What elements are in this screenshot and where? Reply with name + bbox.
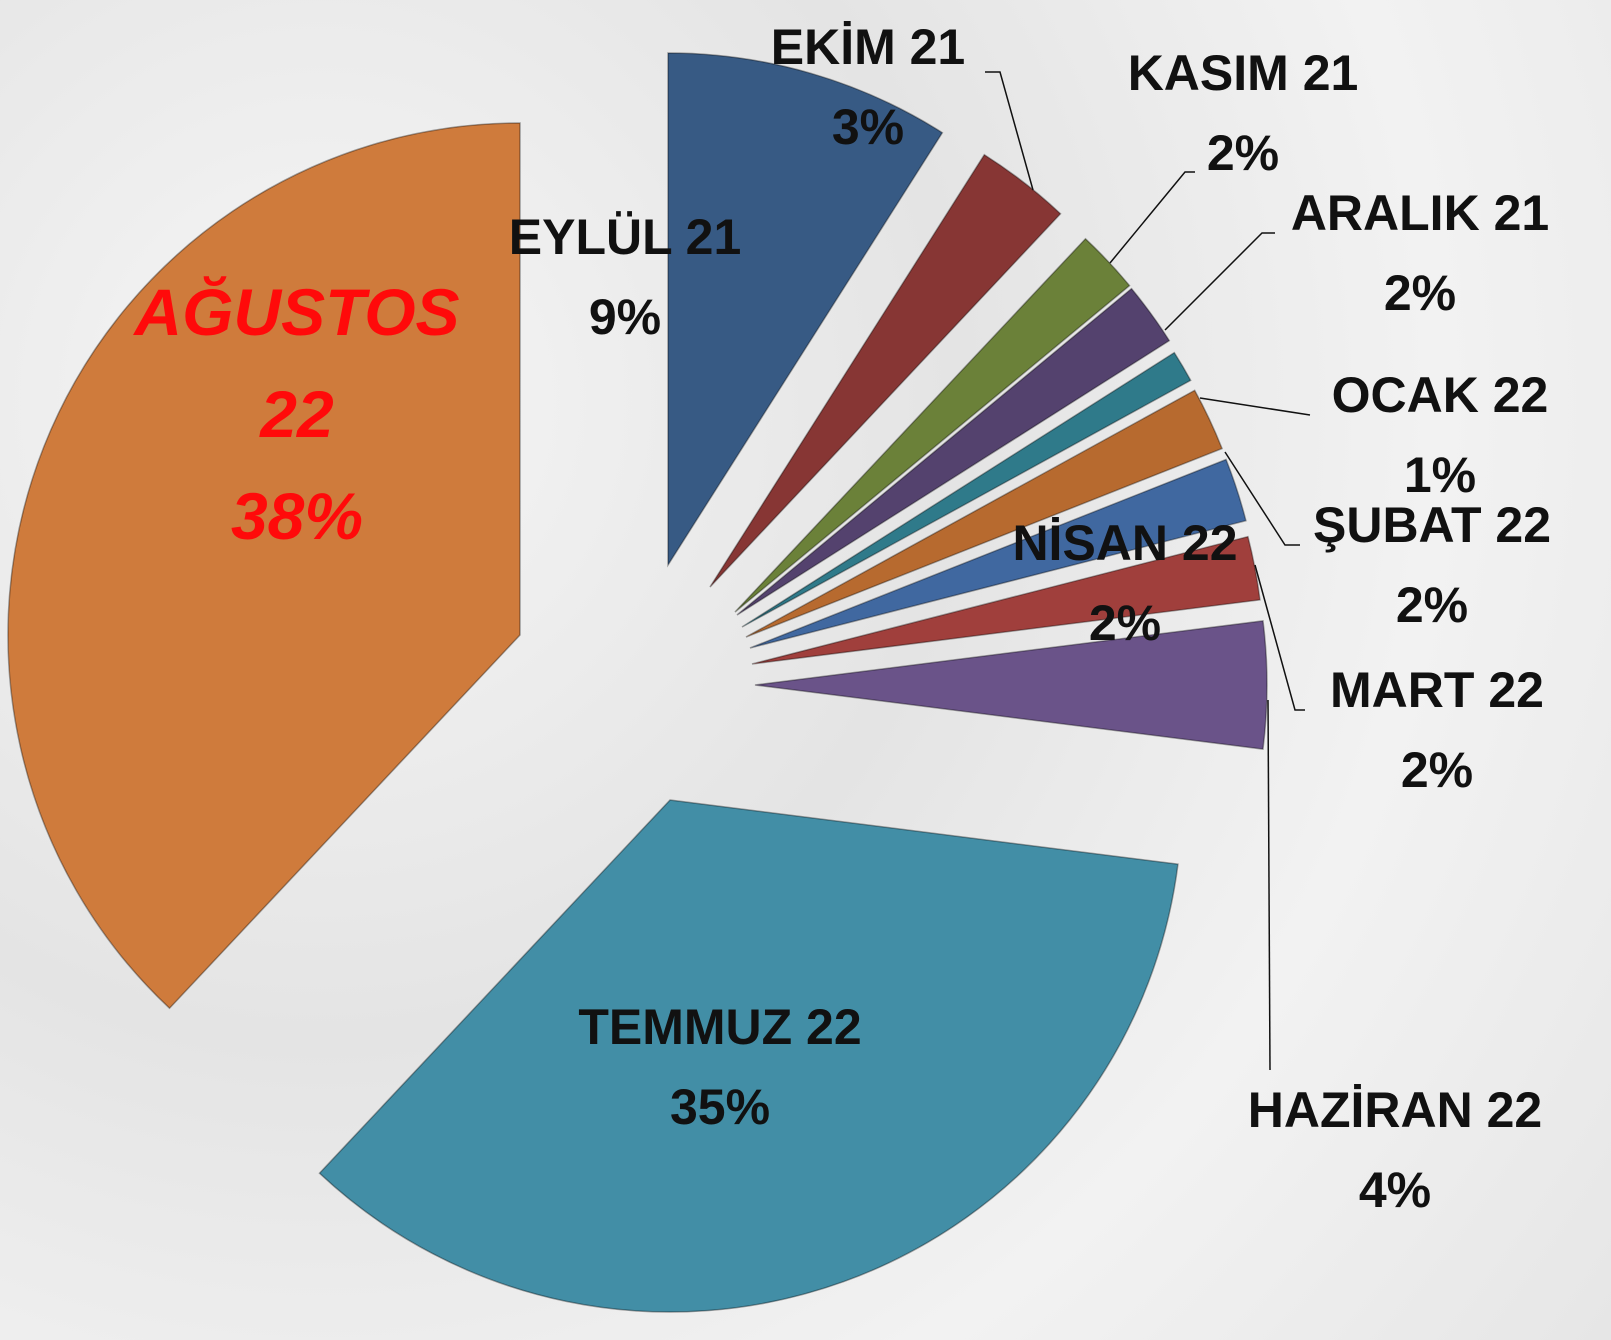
leader-line [1109, 171, 1195, 264]
label-text: ŞUBAT 22 [1312, 497, 1551, 553]
label-text: TEMMUZ 22 [578, 999, 862, 1055]
label-text: 3% [831, 99, 905, 155]
pie-slice [736, 287, 1171, 616]
label-text: 2% [1206, 125, 1280, 181]
slice-label: ARALIK 21 2% [1270, 173, 1570, 333]
leader-line [1267, 699, 1271, 1071]
label-text: NİSAN 22 [1012, 515, 1238, 571]
pie-slice [745, 389, 1224, 638]
label-text: 2% [1383, 265, 1457, 321]
slice-label: TEMMUZ 22 35% [530, 987, 910, 1147]
label-text: AĞUSTOS 22 [134, 275, 460, 451]
label-text: EKİM 21 [770, 19, 966, 75]
pie-slice [749, 458, 1247, 649]
label-text: HAZİRAN 22 [1247, 1082, 1543, 1138]
label-text: OCAK 22 [1331, 367, 1549, 423]
slice-label: EYLÜL 21 9% [505, 197, 745, 357]
pie-slice [709, 153, 1062, 588]
label-text: 2% [1395, 577, 1469, 633]
pie-slice [734, 237, 1131, 613]
leader-line [1254, 564, 1305, 711]
slice-label: EKİM 21 3% [738, 7, 998, 167]
slice-label: NİSAN 22 2% [975, 503, 1275, 663]
leader-line [1224, 451, 1300, 546]
leader-line [1199, 397, 1311, 416]
slice-label: AĞUSTOS 22 38% [127, 261, 467, 567]
label-text: MART 22 [1330, 662, 1544, 718]
label-text: 38% [230, 479, 364, 553]
label-text: EYLÜL 21 [508, 209, 742, 265]
label-text: ARALIK 21 [1290, 185, 1550, 241]
label-text: 1% [1403, 447, 1477, 503]
pie-slice [318, 799, 1179, 1313]
label-text: 9% [588, 289, 662, 345]
leader-line [985, 71, 1034, 191]
slice-label: ŞUBAT 22 2% [1282, 485, 1582, 645]
pie-slice [751, 535, 1261, 665]
label-text: KASIM 21 [1127, 45, 1359, 101]
pie-slice [754, 619, 1268, 751]
leader-line [1164, 232, 1275, 331]
pie-slice [741, 351, 1192, 628]
slice-label: OCAK 22 1% [1290, 355, 1590, 515]
slice-label: KASIM 21 2% [1093, 33, 1393, 193]
pie-slice [667, 52, 944, 568]
slice-label: HAZİRAN 22 4% [1215, 1070, 1575, 1230]
label-text: 2% [1400, 742, 1474, 798]
label-text: 35% [669, 1079, 771, 1135]
label-text: 4% [1358, 1162, 1432, 1218]
label-text: 2% [1088, 595, 1162, 651]
pie-slice [7, 122, 521, 1010]
slice-label: MART 22 2% [1287, 650, 1587, 810]
